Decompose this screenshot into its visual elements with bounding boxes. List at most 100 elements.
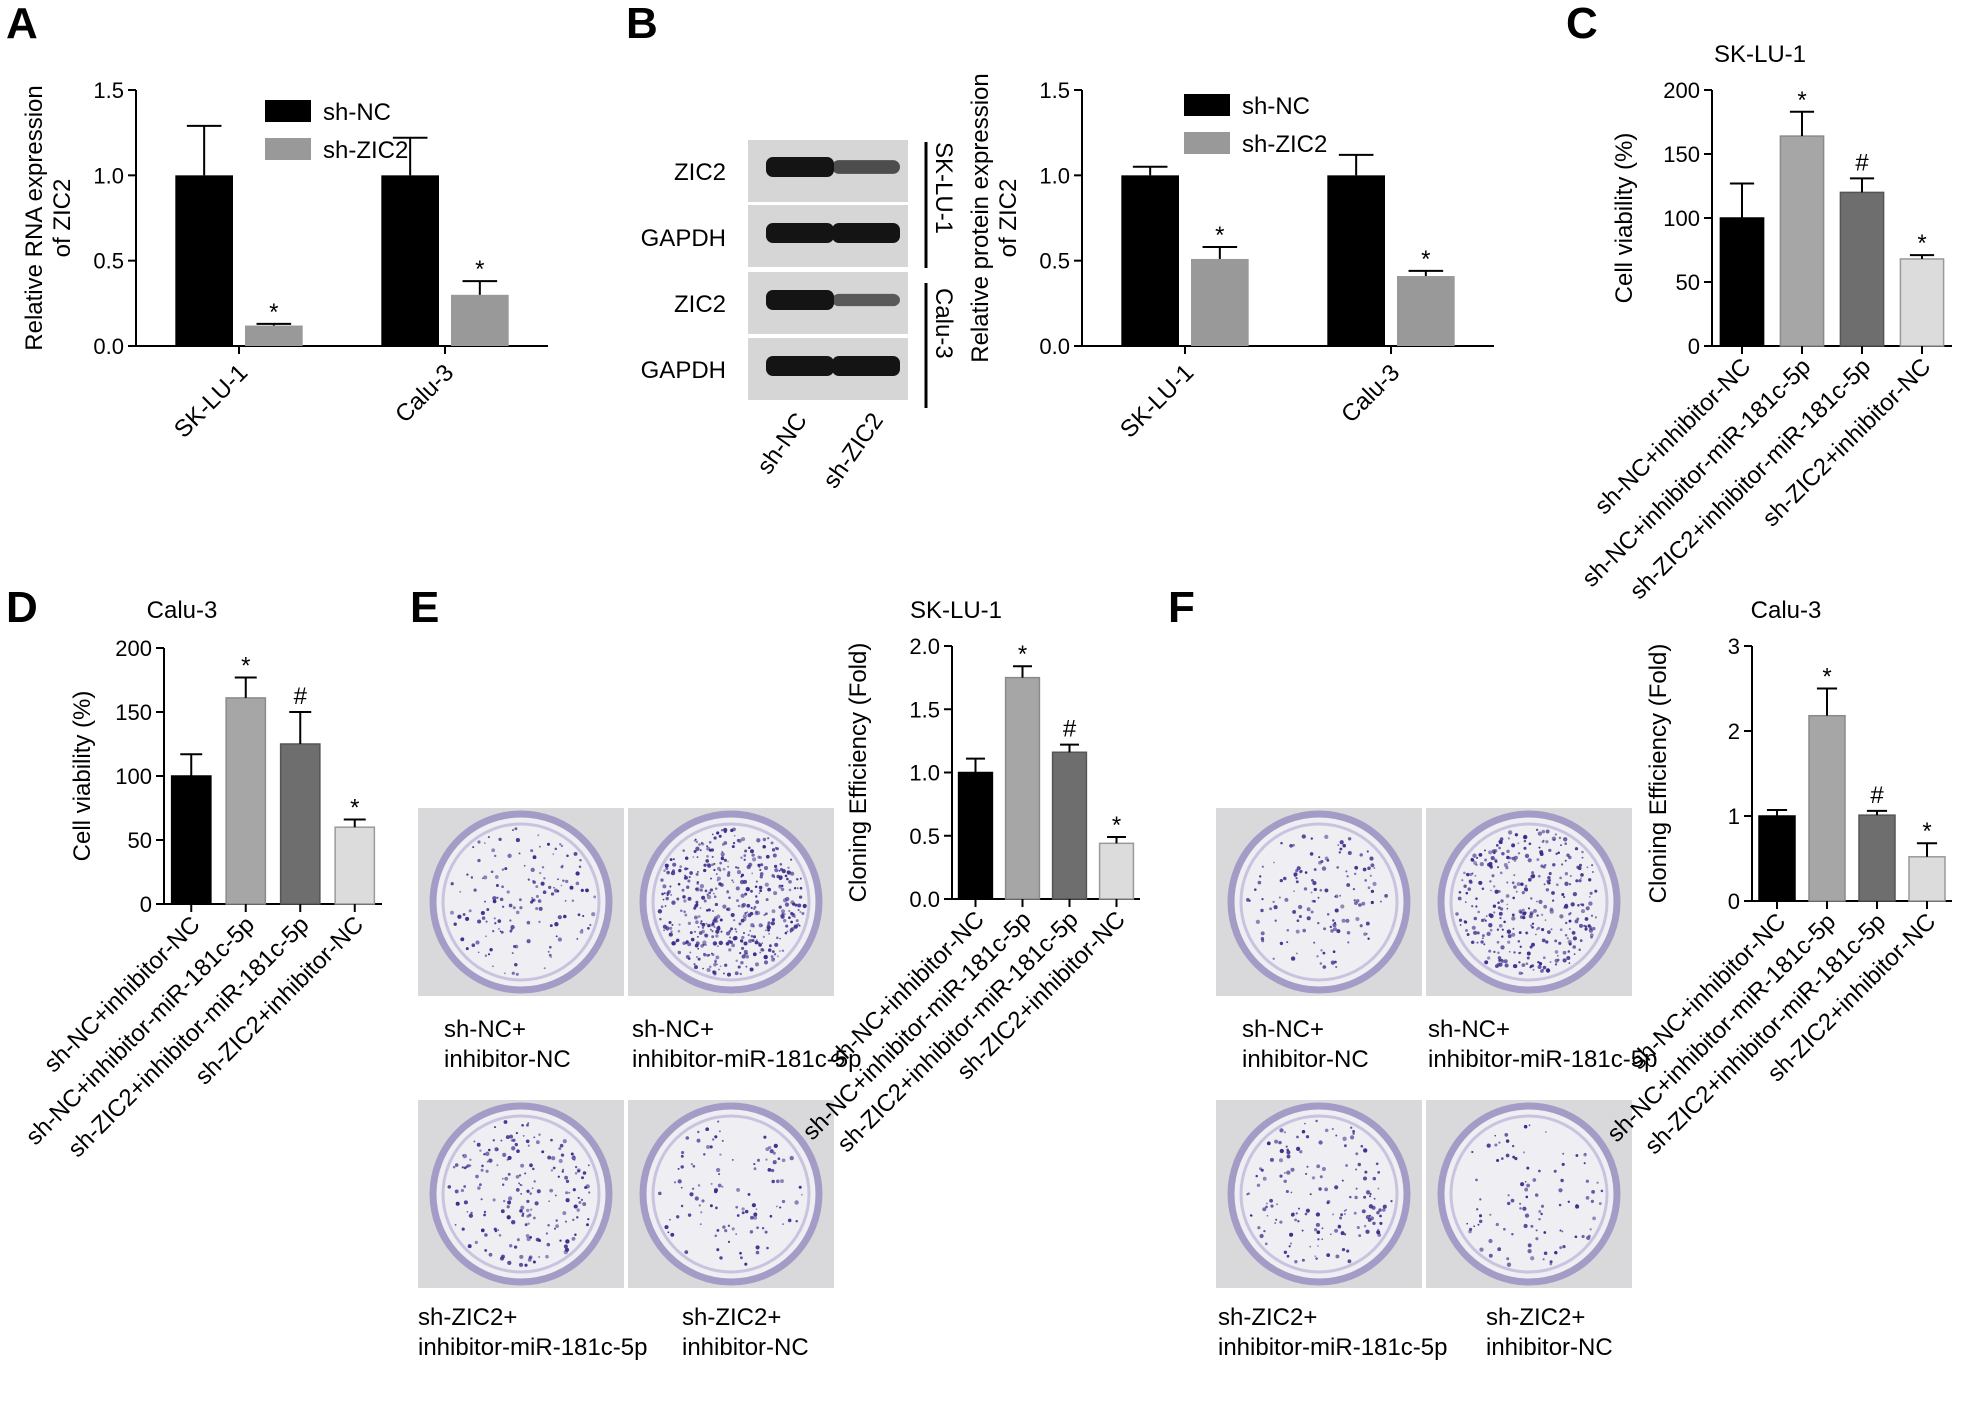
colony-dot [1478,1214,1483,1218]
colony-dot [1321,1227,1324,1230]
colony-dot [713,972,717,976]
colony-dot [676,897,680,901]
colony-dot [483,1153,486,1156]
colony-dot [559,1143,564,1148]
colony-dot [1561,863,1564,866]
colony-dot [1461,879,1464,882]
colony-dot [1561,1230,1564,1233]
colony-dot [587,1218,590,1221]
colony-dot [1293,890,1295,892]
colony-dot [765,1147,770,1152]
colony-dot [740,873,745,877]
colony-dot [781,909,785,914]
colony-dot [740,1256,743,1260]
colony-dot [743,858,746,861]
colony-dot [1549,960,1552,964]
colony-caption-1-line-1: sh-NC+ [444,1016,526,1043]
colony-dot [763,866,769,871]
colony-dot [454,1223,457,1226]
colony-dot [568,1191,571,1194]
colony-dot [780,887,785,892]
colony-dot [700,944,704,948]
colony-dot [664,905,667,907]
colony-dot [1286,1150,1291,1155]
colony-dot [668,920,672,925]
colony-dot [695,920,699,924]
colony-dot [1466,872,1470,877]
colony-dot [1524,1187,1529,1192]
colony-dot [1350,1126,1353,1129]
blot-group-label-skl: SK-LU-1 [930,142,957,234]
colony-dot [1506,1262,1512,1267]
blot-band-r2-l2 [832,223,900,243]
colony-dot [727,1240,731,1244]
colony-dot [1304,871,1308,874]
colony-dot [514,827,518,831]
colony-dot [714,902,719,907]
colony-dot [578,1201,582,1204]
colony-dot [1280,841,1283,845]
colony-dot [719,1153,722,1156]
colony-dot [1484,919,1487,922]
colony-dot [1538,1217,1541,1221]
colony-dot [728,929,732,933]
colony-dot [1317,1238,1320,1241]
colony-dot [1489,928,1493,932]
colony-dot [1489,1213,1492,1216]
colony-dot [564,1175,569,1180]
colony-dot [490,870,494,874]
colony-dot [1369,1195,1372,1198]
colony-dot [1544,919,1547,921]
bar-1 [957,771,994,900]
colony-dot [677,950,682,955]
colony-dot [579,930,584,934]
colony-dot [718,1130,721,1133]
colony-dot [462,1154,464,1157]
colony-dot [548,1200,550,1203]
colony-dot [1536,900,1538,903]
colony-dot [1359,853,1363,857]
colony-dot [1259,875,1262,878]
colony-dot [1310,910,1314,914]
colony-dot [736,899,739,903]
colony-dot [732,936,737,941]
colony-dot [572,1218,575,1222]
colony-dot [549,1188,554,1193]
colony-dot [755,895,758,898]
colony-dot [1373,867,1376,869]
colony-dot [493,917,496,920]
colony-dot [1545,968,1551,973]
colony-dot [690,1163,693,1166]
colony-dot [773,864,778,869]
colony-dot [555,1219,558,1222]
colony-dot [507,1172,511,1176]
colony-dot [1345,1208,1348,1211]
x-tick-label: sh-ZIC2+inhibitor-miR-181c-5p [1625,353,1877,605]
colony-dot [562,1211,567,1216]
colony-dot [754,962,760,967]
colony-dot [1319,888,1323,892]
colony-dot [516,1149,520,1153]
colony-dot [496,1148,499,1151]
colony-dot [680,1204,684,1208]
colony-dot [507,1155,512,1160]
colony-dot [533,1216,536,1220]
colony-dot [554,1194,557,1197]
colony-dot [1541,829,1546,834]
colony-dot [1537,926,1541,930]
colony-dot [1365,921,1370,926]
colony-dot [1500,945,1505,950]
colony-dot [758,855,763,860]
colony-dot [1550,928,1553,931]
colony-dot [516,1238,520,1242]
colony-dot [1519,911,1523,914]
colony-dot [783,919,787,923]
colony-dot [790,926,795,931]
colony-dot [499,1256,505,1261]
colony-dot [518,1262,524,1267]
colony-dot [1465,891,1469,895]
colony-dot [1532,875,1535,878]
colony-dot [678,868,682,873]
colony-dot [506,1215,511,1220]
colony-dot [688,876,691,879]
